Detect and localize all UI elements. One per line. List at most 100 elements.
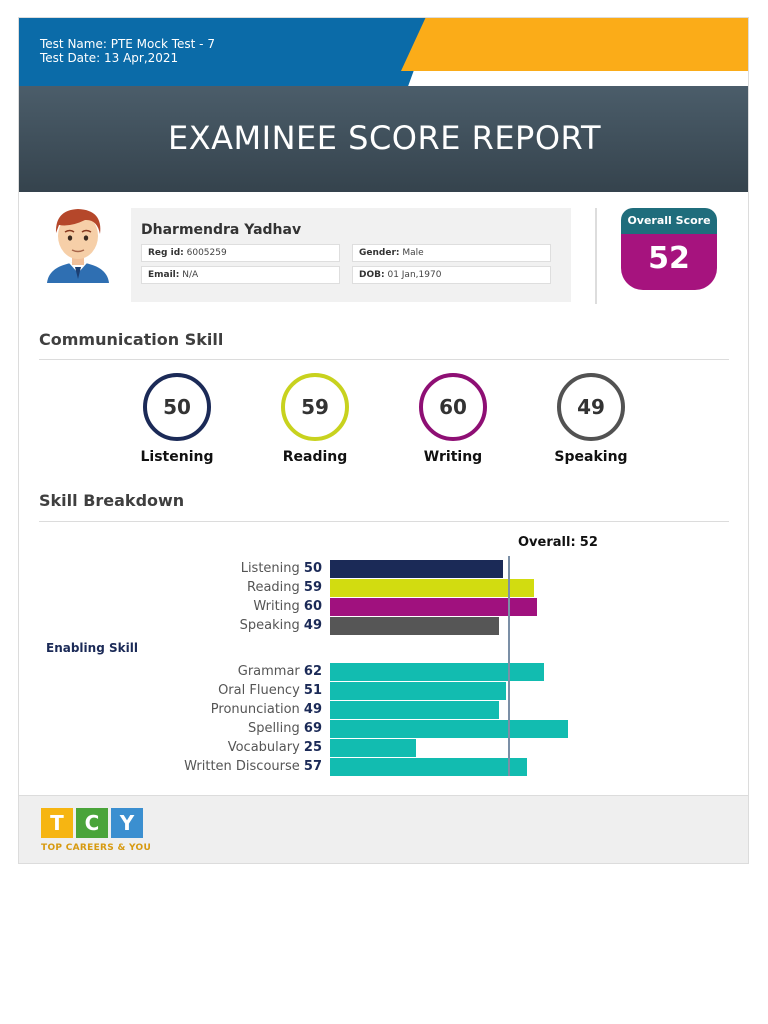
bar-label-score: 59 — [303, 580, 322, 595]
test-info: Test Name: PTE Mock Test - 7 Test Date: … — [40, 37, 215, 65]
bar-reading — [330, 579, 534, 597]
header-banner — [19, 18, 433, 86]
section-divider — [39, 521, 729, 522]
email-label: Email: — [148, 270, 180, 280]
bar-listening — [330, 560, 503, 578]
bar-label-text: Pronunciation — [210, 702, 304, 717]
bar-label-score: 51 — [303, 683, 322, 698]
listening-label: Listening — [140, 449, 214, 465]
bar-label-score: 49 — [303, 618, 322, 633]
bar-row-speaking: Speaking 49 — [19, 616, 748, 635]
bar-row-pronunciation: Pronunciation 49 — [19, 700, 748, 719]
examinee-info: Dharmendra Yadhav Reg id: 6005259 Gender… — [131, 208, 571, 302]
writing-score-ring: 60 — [419, 373, 487, 441]
listening-score-ring: 50 — [143, 373, 211, 441]
bar-pronunciation — [330, 701, 500, 719]
overall-marker-value: 52 — [579, 535, 598, 550]
bar-label-text: Vocabulary — [227, 740, 304, 755]
reg-id-value: 6005259 — [186, 248, 227, 258]
bar-label-listening: Listening 50 — [241, 559, 322, 578]
enabling-skill-title: Enabling Skill — [46, 641, 138, 655]
bar-oral-fluency — [330, 682, 506, 700]
bar-row-listening: Listening 50 — [19, 559, 748, 578]
bar-vocabulary — [330, 739, 417, 757]
overall-marker-label: Overall: 52 — [518, 535, 598, 550]
bar-label-vocabulary: Vocabulary 25 — [228, 738, 322, 757]
bar-label-text: Grammar — [237, 664, 304, 679]
bar-label-score: 69 — [303, 721, 322, 736]
overall-marker-text: Overall: — [518, 535, 576, 550]
skill-listening: 50 Listening — [127, 373, 227, 465]
section-divider — [39, 359, 729, 360]
bar-label-score: 62 — [303, 664, 322, 679]
bar-label-score: 49 — [303, 702, 322, 717]
logo-tile-c: C — [76, 808, 108, 838]
overall-marker-line — [508, 556, 511, 776]
bar-label-pronunciation: Pronunciation 49 — [211, 700, 322, 719]
bar-label-grammar: Grammar 62 — [238, 662, 322, 681]
overall-score-label: Overall Score — [621, 208, 717, 234]
page-title: EXAMINEE SCORE REPORT — [168, 119, 601, 157]
email-value: N/A — [182, 270, 199, 280]
skill-writing: 60 Writing — [403, 373, 503, 465]
reg-id-label: Reg id: — [148, 248, 184, 258]
bar-spelling — [330, 720, 569, 738]
email-field: Email: N/A — [141, 266, 340, 284]
bar-label-speaking: Speaking 49 — [240, 616, 322, 635]
bar-label-score: 25 — [303, 740, 322, 755]
communication-skill-title: Communication Skill — [39, 330, 224, 349]
bar-written-discourse — [330, 758, 527, 776]
avatar — [47, 209, 109, 283]
examinee-name: Dharmendra Yadhav — [141, 222, 302, 238]
reg-id-field: Reg id: 6005259 — [141, 244, 340, 262]
speaking-score-ring: 49 — [557, 373, 625, 441]
bar-row-written-discourse: Written Discourse 57 — [19, 757, 748, 776]
bar-label-text: Writing — [253, 599, 304, 614]
bar-label-text: Speaking — [239, 618, 304, 633]
bar-label-writing: Writing 60 — [253, 597, 322, 616]
skill-reading: 59 Reading — [265, 373, 365, 465]
bar-row-vocabulary: Vocabulary 25 — [19, 738, 748, 757]
dob-field: DOB: 01 Jan,1970 — [352, 266, 551, 284]
overall-score-badge: Overall Score 52 — [621, 208, 717, 290]
logo-tile-t: T — [41, 808, 73, 838]
title-band: EXAMINEE SCORE REPORT — [19, 86, 748, 192]
logo-tagline: TOP CAREERS & YOU — [41, 843, 152, 853]
bar-label-oral-fluency: Oral Fluency 51 — [218, 681, 322, 700]
test-name: Test Name: PTE Mock Test - 7 — [40, 37, 215, 51]
header-accent — [401, 18, 748, 71]
overall-score-value: 52 — [621, 234, 717, 290]
bar-label-text: Oral Fluency — [218, 683, 304, 698]
gender-value: Male — [402, 248, 424, 258]
skill-speaking: 49 Speaking — [541, 373, 641, 465]
bar-label-score: 60 — [303, 599, 322, 614]
bar-row-reading: Reading 59 — [19, 578, 748, 597]
speaking-label: Speaking — [554, 449, 628, 465]
bar-label-score: 57 — [303, 759, 322, 774]
dob-value: 01 Jan,1970 — [387, 270, 442, 280]
bar-label-spelling: Spelling 69 — [248, 719, 322, 738]
bar-row-grammar: Grammar 62 — [19, 662, 748, 681]
gender-field: Gender: Male — [352, 244, 551, 262]
bar-grammar — [330, 663, 544, 681]
bar-row-spelling: Spelling 69 — [19, 719, 748, 738]
footer: T C Y TOP CAREERS & YOU — [19, 795, 748, 863]
bar-label-text: Spelling — [247, 721, 304, 736]
test-date: Test Date: 13 Apr,2021 — [40, 51, 179, 65]
bar-label-score: 50 — [303, 561, 322, 576]
bar-row-oral-fluency: Oral Fluency 51 — [19, 681, 748, 700]
bar-label-written-discourse: Written Discourse 57 — [184, 757, 322, 776]
divider — [595, 208, 597, 304]
bar-label-text: Listening — [240, 561, 304, 576]
writing-label: Writing — [423, 449, 483, 465]
gender-label: Gender: — [359, 248, 400, 258]
score-report: Test Name: PTE Mock Test - 7 Test Date: … — [18, 17, 749, 864]
bar-speaking — [330, 617, 500, 635]
skill-breakdown-title: Skill Breakdown — [39, 491, 185, 510]
dob-label: DOB: — [359, 270, 385, 280]
logo-tile-y: Y — [111, 808, 143, 838]
bar-writing — [330, 598, 537, 616]
bar-label-text: Reading — [247, 580, 304, 595]
bar-label-text: Written Discourse — [184, 759, 304, 774]
bar-label-reading: Reading 59 — [247, 578, 322, 597]
